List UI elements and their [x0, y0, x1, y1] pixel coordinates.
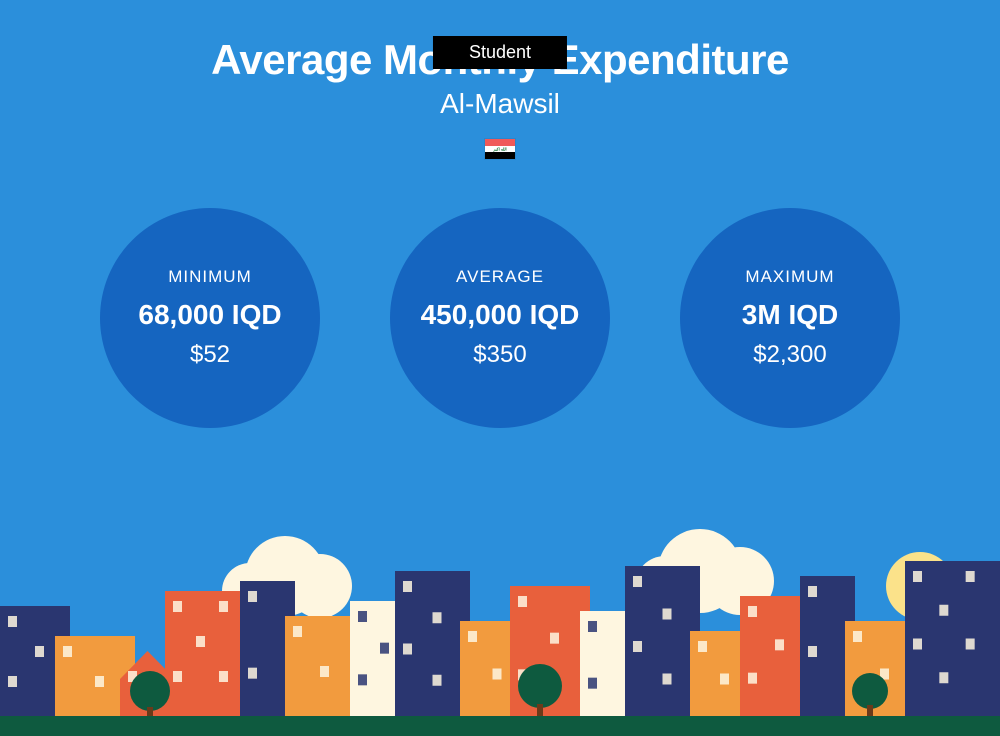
category-badge: Student — [433, 36, 567, 69]
stats-row: MINIMUM 68,000 IQD $52 AVERAGE 450,000 I… — [0, 208, 1000, 428]
flag-stripe-middle: الله اكبر — [485, 146, 515, 153]
stat-usd: $350 — [473, 341, 526, 369]
country-flag: الله اكبر — [484, 138, 516, 160]
flag-stripe-bottom — [485, 152, 515, 159]
stat-value: 3M IQD — [742, 299, 838, 331]
stat-value: 450,000 IQD — [421, 299, 580, 331]
stat-usd: $2,300 — [753, 341, 826, 369]
cityscape-illustration — [0, 526, 1000, 736]
stat-value: 68,000 IQD — [138, 299, 281, 331]
flag-stripe-top — [485, 139, 515, 146]
stat-label: MINIMUM — [168, 267, 251, 287]
stat-circle-minimum: MINIMUM 68,000 IQD $52 — [100, 208, 320, 428]
stat-label: AVERAGE — [456, 267, 544, 287]
stat-usd: $52 — [190, 341, 230, 369]
page-subtitle: Al-Mawsil — [0, 88, 1000, 120]
stat-circle-average: AVERAGE 450,000 IQD $350 — [390, 208, 610, 428]
flag-script: الله اكبر — [493, 147, 506, 152]
stat-circle-maximum: MAXIMUM 3M IQD $2,300 — [680, 208, 900, 428]
stat-label: MAXIMUM — [745, 267, 834, 287]
